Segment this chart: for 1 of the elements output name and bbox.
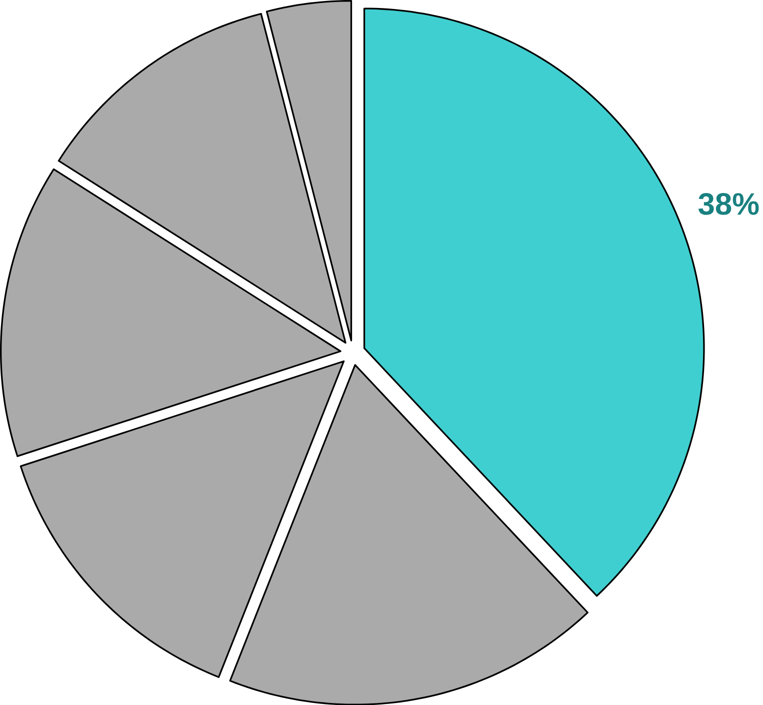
data-label: 38% xyxy=(698,192,759,215)
